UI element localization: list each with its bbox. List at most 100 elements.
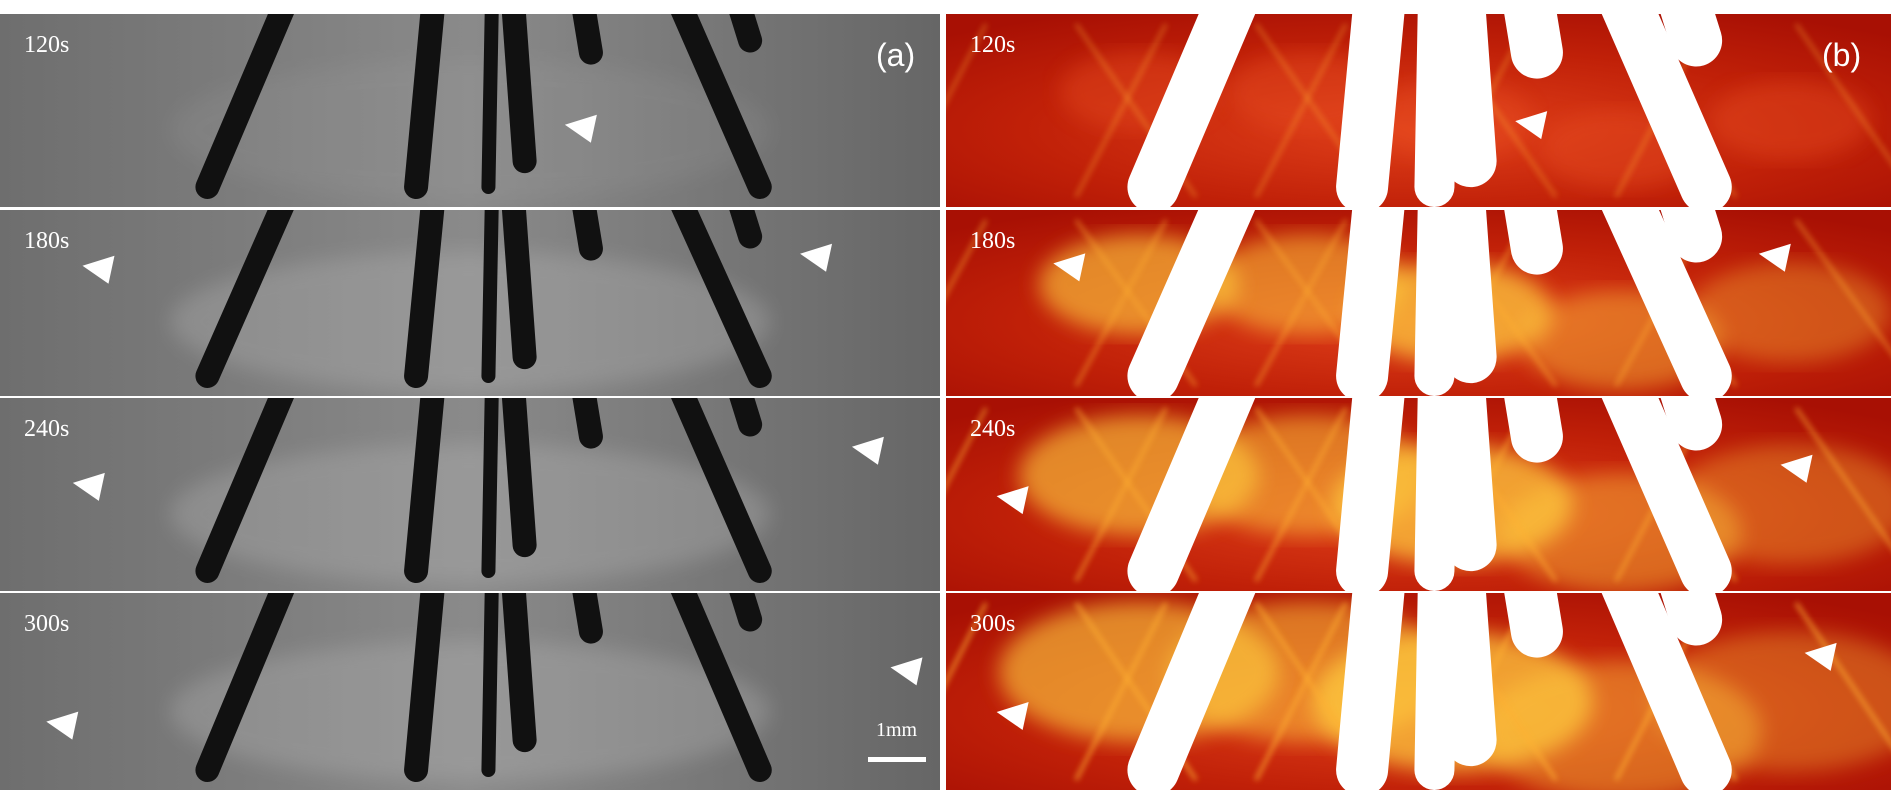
fiber-streak [1794,601,1891,747]
arrowhead [1758,243,1791,272]
time-label: 120s [970,32,1015,58]
fiber-streak [1254,407,1348,582]
needle [1127,14,1256,207]
time-label: 180s [24,228,69,254]
tissue-haze [170,443,770,584]
needle [195,210,294,388]
needle [1336,593,1405,790]
needle [404,398,445,583]
panel-label: (b) [1822,37,1861,73]
needle [729,210,763,249]
needle [670,593,772,782]
needle [1433,398,1497,572]
time-label: 120s [24,32,69,58]
arrowhead [1515,111,1548,140]
fiber-streak [946,602,988,687]
needle [1433,14,1497,188]
fiber-streak [1074,602,1168,781]
tissue-haze [170,59,770,200]
fiber-streak [1254,602,1348,781]
panel-label: (a) [876,37,915,73]
fiber-streak [1254,219,1348,387]
image-row [0,14,940,207]
needle [1504,14,1563,79]
time-label: 300s [970,611,1015,637]
arrowhead [800,243,833,272]
needle [572,210,603,261]
needle [1433,593,1497,767]
tissue-haze [170,641,770,782]
needle [501,210,537,370]
signal-glow [1710,80,1871,161]
image-row [0,210,940,396]
time-label: 240s [970,416,1015,442]
image-row [946,210,1891,396]
tissue-haze [170,251,770,392]
needle [1504,210,1563,275]
scale-bar-label: 1mm [876,719,918,741]
needle [729,14,763,53]
panel: 120s 180s 240s 300s (b) [946,14,1891,790]
needle [404,14,445,199]
needle [501,398,537,558]
arrowhead [1804,642,1837,671]
image-row [946,398,1891,591]
fiber-streak [1794,22,1891,165]
needle [1601,210,1732,396]
image-row [946,593,1891,790]
needle [572,14,603,65]
needle [501,593,537,753]
time-label: 180s [970,228,1015,254]
needle [481,593,499,777]
needle [1336,210,1405,396]
fiber-streak [1254,23,1348,198]
needle [195,14,294,199]
signal-glow [1690,262,1891,363]
needle [404,593,445,782]
needle [404,210,445,388]
arrowhead [1780,454,1813,483]
needle [1601,593,1732,790]
signal-glow [1670,444,1891,565]
image-row [0,398,940,591]
time-label: 300s [24,611,69,637]
fiber-streak [1794,218,1891,355]
needle [481,210,499,383]
fiber-streak [1074,219,1168,387]
needle [1660,398,1723,451]
fiber-streak [946,23,988,106]
needle [671,398,772,583]
panel-divider [940,14,946,790]
fiber-streak [1794,406,1891,549]
needle [1127,398,1256,591]
arrowhead [996,486,1029,515]
needle [1336,398,1405,591]
needle [481,398,499,578]
needle [1660,14,1723,67]
needle [1660,593,1723,646]
needle [195,593,295,782]
arrowhead [851,436,884,465]
needle [1127,210,1256,396]
time-label: 240s [24,416,69,442]
needle [195,398,294,583]
needle [1660,210,1723,263]
needle [481,14,499,194]
fiber-streak [1074,407,1168,582]
arrowhead [890,657,923,686]
fiber-streak [946,219,988,298]
needle [671,210,772,388]
needle [1601,14,1732,207]
image-row [946,14,1891,207]
needle [729,593,763,632]
needle [1336,14,1405,207]
arrowhead [82,255,115,284]
arrowhead [46,711,79,740]
needle [1504,593,1563,658]
needle [1504,398,1563,463]
needle [729,398,763,437]
needle [671,14,772,199]
needle [572,398,603,449]
arrowhead [1053,253,1086,282]
